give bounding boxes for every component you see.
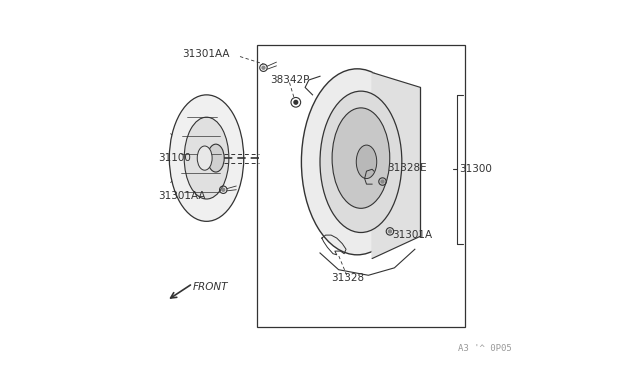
Ellipse shape <box>320 91 402 232</box>
Ellipse shape <box>170 95 244 221</box>
Circle shape <box>381 180 384 183</box>
Text: FRONT: FRONT <box>193 282 228 292</box>
Text: 31328: 31328 <box>331 273 364 283</box>
Polygon shape <box>372 73 420 259</box>
Circle shape <box>222 188 225 191</box>
Ellipse shape <box>197 146 212 170</box>
Circle shape <box>262 66 265 69</box>
Text: A3 '^ 0P05: A3 '^ 0P05 <box>458 344 511 353</box>
Text: 31100: 31100 <box>158 153 191 163</box>
Text: 31301A: 31301A <box>392 230 433 240</box>
Text: 31328E: 31328E <box>387 163 427 173</box>
Ellipse shape <box>207 144 224 172</box>
Text: 38342P: 38342P <box>270 75 309 85</box>
Ellipse shape <box>301 69 413 255</box>
Text: 31301AA: 31301AA <box>182 49 230 59</box>
Ellipse shape <box>184 117 229 199</box>
Ellipse shape <box>356 145 377 179</box>
Bar <box>257 45 465 327</box>
Text: 31301AA: 31301AA <box>158 192 205 201</box>
Text: 31300: 31300 <box>460 164 492 174</box>
Ellipse shape <box>332 108 390 208</box>
Circle shape <box>294 100 298 104</box>
Circle shape <box>388 230 392 233</box>
